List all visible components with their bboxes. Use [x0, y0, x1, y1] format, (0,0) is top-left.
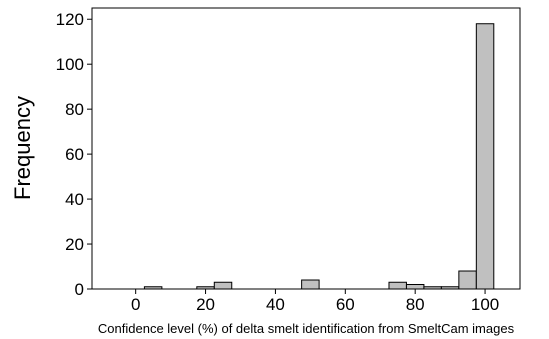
x-tick-label: 40: [266, 295, 285, 314]
y-axis-title: Frequency: [10, 96, 35, 200]
x-axis-title: Confidence level (%) of delta smelt iden…: [98, 321, 515, 336]
y-tick-label: 60: [65, 145, 84, 164]
histogram-bar-9: [475, 23, 495, 290]
x-tick-label: 100: [471, 295, 499, 314]
y-tick-label: 40: [65, 190, 84, 209]
y-tick-label: 120: [56, 10, 84, 29]
x-axis: 0 20 40 60 80 100: [131, 289, 499, 314]
histogram-bar-5: [405, 284, 425, 290]
plot-frame: [91, 7, 521, 290]
histogram-bar-4: [388, 281, 407, 290]
bars-group: [143, 23, 495, 290]
y-axis: 0 20 40 60 80 100 120: [56, 10, 92, 299]
histogram-bar-2: [213, 281, 233, 290]
y-tick-label: 20: [65, 235, 84, 254]
histogram-bar-3: [301, 279, 320, 290]
y-tick-label: 80: [65, 100, 84, 119]
x-tick-label: 0: [131, 295, 140, 314]
y-tick-label: 100: [56, 55, 84, 74]
y-tick-label: 0: [75, 280, 84, 299]
x-tick-label: 20: [196, 295, 215, 314]
histogram-bar-8: [458, 270, 477, 290]
x-tick-label: 80: [406, 295, 425, 314]
x-tick-label: 60: [336, 295, 355, 314]
